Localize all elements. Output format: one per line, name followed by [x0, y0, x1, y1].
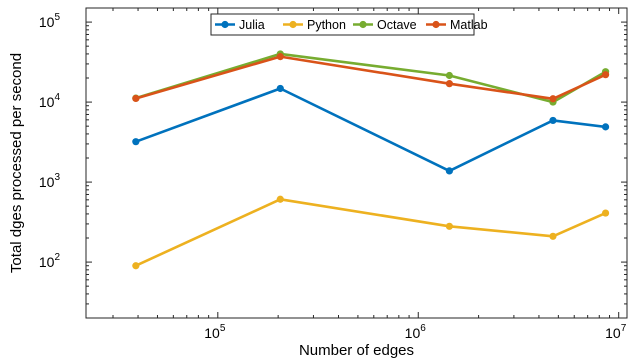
plot-frame — [85, 7, 628, 319]
y-tick-label: 104 — [39, 92, 61, 110]
data-point-octave — [445, 71, 453, 80]
data-point-matlab — [276, 53, 284, 61]
legend-box — [210, 13, 475, 36]
y-tick-label: 102 — [39, 252, 61, 270]
data-point-python — [549, 232, 557, 240]
legend-marker-matlab — [432, 20, 440, 29]
x-tick-label: 107 — [605, 323, 627, 341]
data-point-python — [276, 195, 284, 203]
legend-label-matlab: Matlab — [450, 18, 488, 32]
data-point-julia — [445, 167, 453, 175]
data-point-matlab — [549, 95, 557, 103]
x-tick-label: 105 — [204, 323, 226, 341]
legend: Julia Python Octave Matlab — [210, 13, 488, 36]
x-axis-label: Number of edges — [299, 342, 414, 359]
legend-label-octave: Octave — [377, 18, 417, 32]
legend-label-julia: Julia — [239, 18, 265, 32]
data-point-matlab — [132, 94, 140, 103]
y-tick-label: 105 — [39, 12, 61, 30]
data-point-julia — [549, 116, 557, 125]
ticks-layer: 105 106 107 102 103 104 105 — [39, 8, 627, 341]
legend-marker-julia — [221, 20, 229, 29]
x-tick-label: 106 — [405, 323, 427, 341]
data-point-julia — [601, 123, 610, 131]
y-axis-label: Total dges processed per second — [8, 53, 25, 273]
y-tick-label: 103 — [39, 172, 61, 190]
data-point-python — [445, 222, 453, 230]
legend-marker-python — [289, 20, 297, 29]
series-layer — [132, 50, 610, 270]
legend-label-python: Python — [307, 18, 346, 32]
data-point-julia — [276, 84, 284, 93]
data-point-matlab — [445, 80, 453, 88]
data-point-python — [132, 262, 140, 270]
legend-marker-octave — [359, 20, 367, 29]
data-point-matlab — [601, 71, 610, 79]
data-point-julia — [132, 138, 140, 146]
data-point-python — [601, 209, 610, 217]
